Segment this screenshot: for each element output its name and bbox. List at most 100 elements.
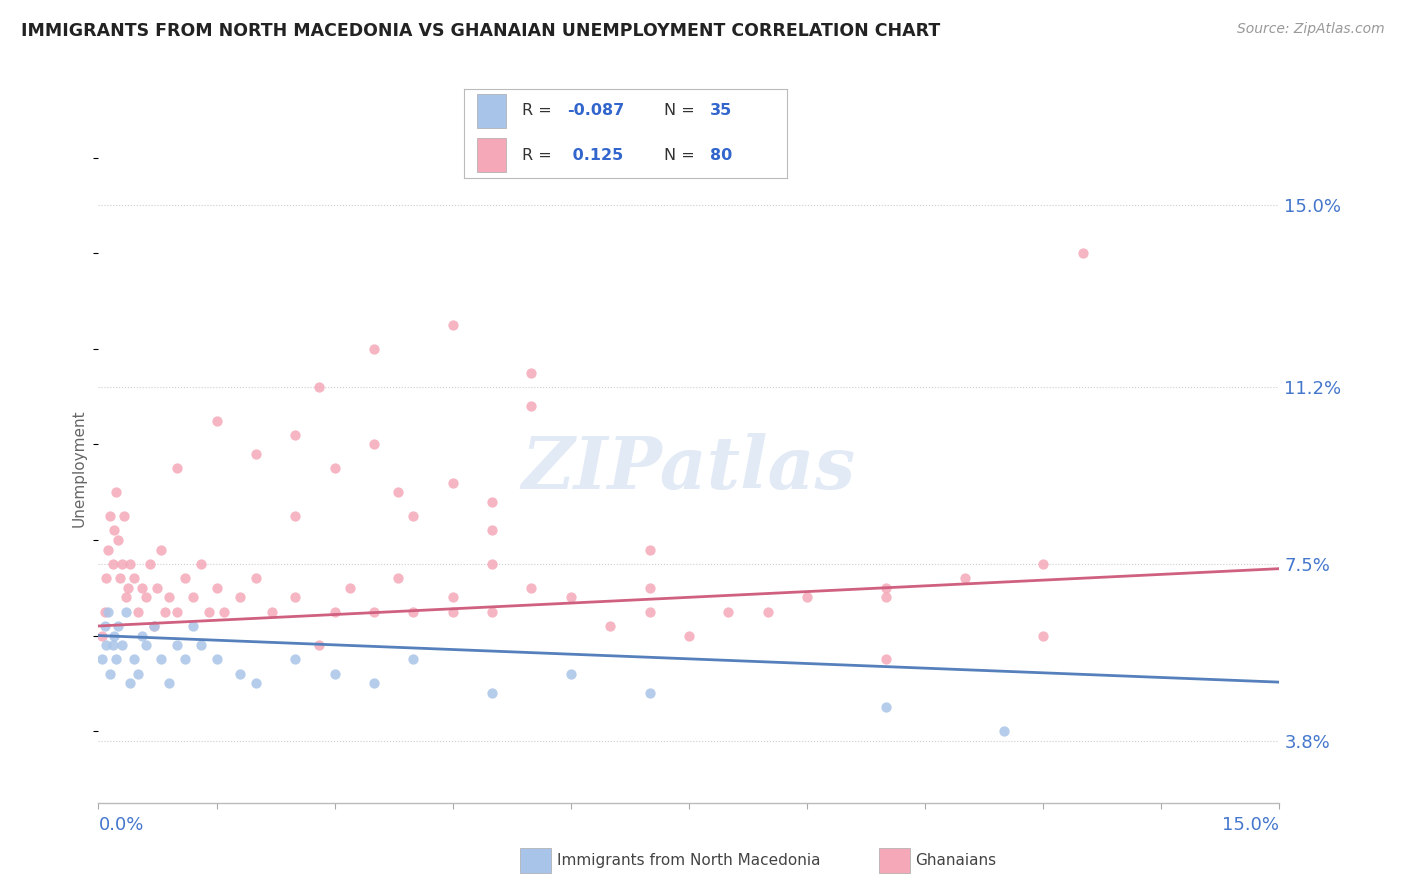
Point xyxy=(560,591,582,605)
Point xyxy=(118,557,141,571)
Point xyxy=(103,524,125,538)
Point xyxy=(190,557,212,571)
Point xyxy=(875,652,897,666)
Point xyxy=(481,605,503,619)
Point xyxy=(107,533,129,547)
Point xyxy=(245,571,267,585)
Text: Source: ZipAtlas.com: Source: ZipAtlas.com xyxy=(1237,22,1385,37)
Point xyxy=(96,571,118,585)
Point xyxy=(197,605,219,619)
Point xyxy=(115,605,138,619)
Point xyxy=(678,628,700,642)
Point xyxy=(112,509,135,524)
Text: -0.087: -0.087 xyxy=(568,103,624,118)
Point xyxy=(323,605,346,619)
Point xyxy=(138,557,160,571)
Point xyxy=(190,638,212,652)
Point xyxy=(146,581,169,595)
Point xyxy=(245,447,267,461)
Point xyxy=(363,342,385,356)
Text: R =: R = xyxy=(522,103,557,118)
Point xyxy=(284,509,307,524)
Point xyxy=(481,557,503,571)
Point xyxy=(97,542,120,557)
Text: ZIPatlas: ZIPatlas xyxy=(522,433,856,504)
Point xyxy=(387,485,409,500)
Point xyxy=(1071,246,1094,260)
Point xyxy=(205,413,228,427)
Point xyxy=(157,591,180,605)
Bar xyxy=(477,138,506,172)
Point xyxy=(166,605,188,619)
Point xyxy=(117,581,139,595)
Point xyxy=(260,605,283,619)
Point xyxy=(323,666,346,681)
Point xyxy=(93,605,115,619)
Point xyxy=(1032,557,1054,571)
Point xyxy=(402,652,425,666)
Point xyxy=(284,591,307,605)
Point xyxy=(1032,628,1054,642)
Text: Immigrants from North Macedonia: Immigrants from North Macedonia xyxy=(557,854,820,868)
Point xyxy=(150,652,173,666)
Point xyxy=(166,461,188,475)
Point xyxy=(122,571,145,585)
Text: R =: R = xyxy=(522,148,557,162)
Point xyxy=(481,686,503,700)
Text: Ghanaians: Ghanaians xyxy=(915,854,997,868)
Point xyxy=(560,666,582,681)
Text: 15.0%: 15.0% xyxy=(1222,816,1279,834)
Point xyxy=(520,366,543,380)
Point xyxy=(363,676,385,690)
Point xyxy=(245,676,267,690)
Point xyxy=(402,509,425,524)
Y-axis label: Unemployment: Unemployment xyxy=(72,409,87,527)
Point xyxy=(481,494,503,508)
Point xyxy=(110,571,132,585)
Text: N =: N = xyxy=(665,103,700,118)
Point xyxy=(97,605,120,619)
Point xyxy=(308,380,330,394)
Point xyxy=(229,591,252,605)
Point xyxy=(142,619,165,633)
Point xyxy=(181,591,204,605)
Point xyxy=(520,399,543,413)
Point xyxy=(107,619,129,633)
Point xyxy=(520,581,543,595)
Point xyxy=(387,571,409,585)
Point xyxy=(98,509,121,524)
Text: 80: 80 xyxy=(710,148,733,162)
Point xyxy=(104,485,127,500)
Point xyxy=(599,619,621,633)
Point xyxy=(115,591,138,605)
Point xyxy=(122,652,145,666)
Point xyxy=(875,591,897,605)
Point xyxy=(875,700,897,714)
Point xyxy=(118,676,141,690)
Text: IMMIGRANTS FROM NORTH MACEDONIA VS GHANAIAN UNEMPLOYMENT CORRELATION CHART: IMMIGRANTS FROM NORTH MACEDONIA VS GHANA… xyxy=(21,22,941,40)
Point xyxy=(131,628,153,642)
Point xyxy=(638,581,661,595)
Point xyxy=(131,581,153,595)
Point xyxy=(638,605,661,619)
Point xyxy=(323,461,346,475)
Point xyxy=(127,666,149,681)
Point xyxy=(135,591,157,605)
Point xyxy=(91,652,114,666)
Point xyxy=(135,638,157,652)
Point xyxy=(481,524,503,538)
Point xyxy=(284,428,307,442)
Point xyxy=(284,652,307,666)
Point xyxy=(142,619,165,633)
Point xyxy=(756,605,779,619)
Point xyxy=(174,652,197,666)
Point xyxy=(993,724,1015,739)
Point xyxy=(127,605,149,619)
Text: 0.0%: 0.0% xyxy=(98,816,143,834)
Point xyxy=(157,676,180,690)
Point xyxy=(796,591,818,605)
Point xyxy=(875,581,897,595)
Point xyxy=(214,605,236,619)
Point xyxy=(638,542,661,557)
Point xyxy=(308,638,330,652)
